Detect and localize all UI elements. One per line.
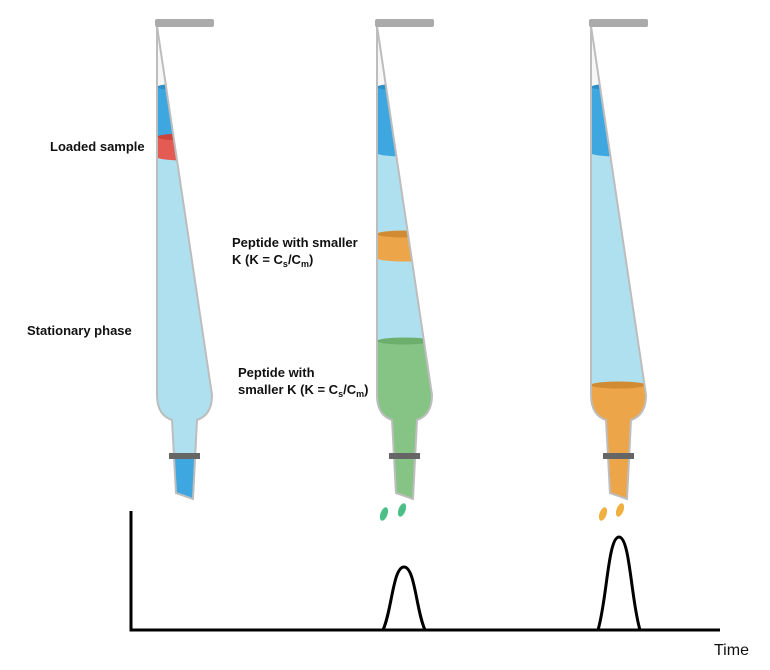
band: [377, 341, 432, 499]
band-top: [377, 230, 432, 238]
stationary-phase-label: Stationary phase: [27, 323, 132, 338]
band-bottom: [591, 149, 646, 157]
column-fill: [591, 26, 646, 499]
band-top: [591, 381, 646, 389]
subscript: s: [283, 259, 288, 269]
peak: [596, 535, 642, 631]
band: [157, 87, 212, 140]
text: K (K = C: [232, 252, 284, 267]
column-cap: [589, 19, 648, 27]
x-axis-label: Time: [714, 642, 749, 659]
clamp: [169, 453, 200, 459]
empty-space: [591, 26, 646, 90]
band: [157, 137, 212, 157]
band: [377, 234, 432, 258]
band: [377, 87, 432, 153]
text: /C: [343, 382, 357, 397]
column-fill: [157, 26, 212, 499]
drop: [598, 507, 608, 521]
clamp: [603, 453, 634, 459]
text: ): [309, 252, 313, 267]
peak: [381, 565, 427, 631]
subscript: s: [338, 389, 343, 399]
columns: [155, 19, 648, 501]
band-bottom: [157, 153, 212, 161]
band-bottom: [377, 149, 432, 157]
column-outline: [376, 25, 434, 501]
band: [591, 87, 646, 153]
column-outline: [590, 25, 648, 501]
band-bottom: [377, 254, 432, 262]
drops: [379, 503, 625, 521]
column-cap: [375, 19, 434, 27]
column-cap: [155, 19, 214, 27]
drop: [615, 503, 625, 517]
column-fill: [377, 26, 432, 499]
loaded-sample-label: Loaded sample: [50, 139, 145, 154]
text: smaller K (K = C: [238, 382, 339, 397]
band-top: [157, 133, 212, 141]
drop: [379, 507, 389, 521]
empty-space: [377, 26, 432, 90]
column-outline: [156, 25, 214, 501]
peptide-label-line: K (K = Cs/Cm): [232, 252, 313, 269]
clamp: [389, 453, 420, 459]
chromatogram: [129, 511, 720, 632]
subscript: m: [301, 259, 309, 269]
band-top: [377, 337, 432, 345]
subscript: m: [356, 389, 364, 399]
peptide-label-line: Peptide with: [238, 365, 315, 380]
peptide-label-line: Peptide with smaller: [232, 235, 358, 250]
empty-space: [157, 26, 212, 90]
drop: [397, 503, 407, 517]
band: [157, 458, 212, 499]
axes: [129, 511, 720, 632]
peptide-label-line: smaller K (K = Cs/Cm): [238, 382, 368, 399]
text: ): [364, 382, 368, 397]
text: /C: [288, 252, 302, 267]
